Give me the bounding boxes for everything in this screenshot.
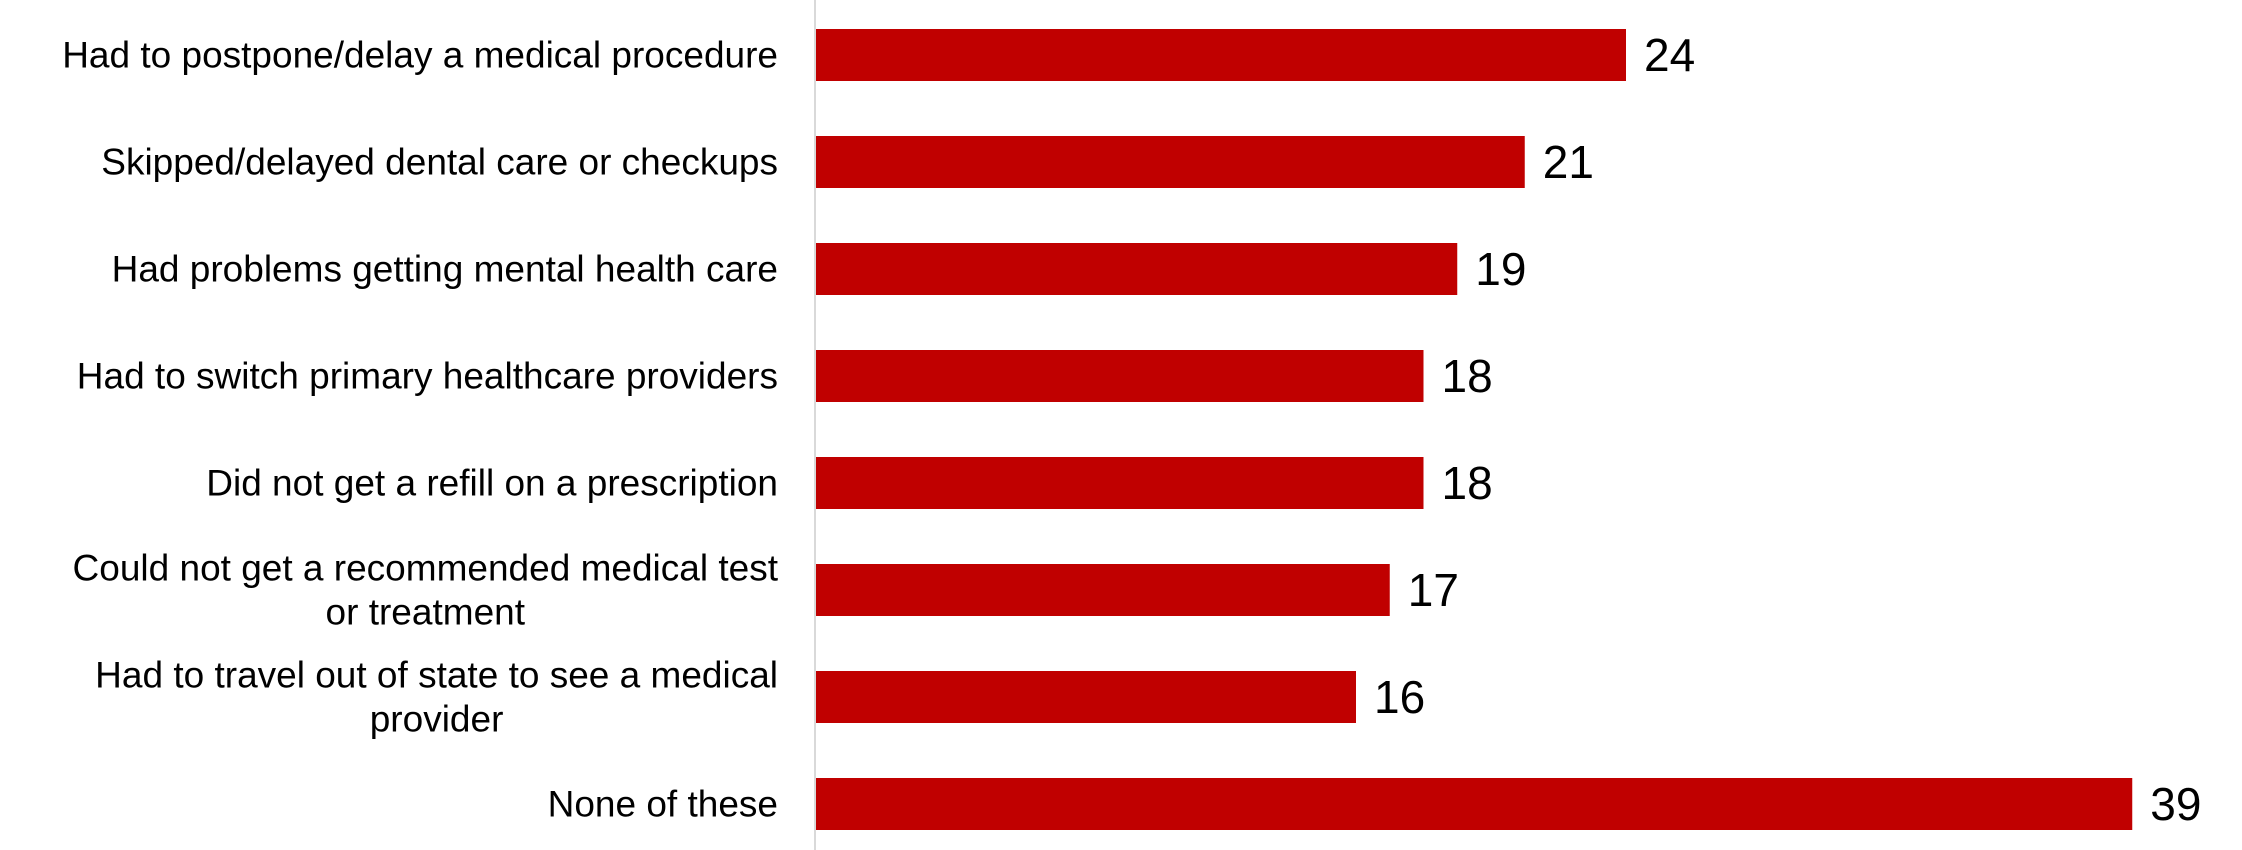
bar-3 — [816, 243, 1458, 295]
data-label-8: 39 — [2150, 778, 2201, 830]
bar-8 — [816, 778, 2133, 830]
data-label-7: 16 — [1374, 671, 1425, 723]
category-label-6: Could not get a recommended medical test… — [73, 548, 779, 633]
data-label-3: 19 — [1475, 243, 1526, 295]
data-label-2: 21 — [1543, 136, 1594, 188]
category-label-2: Skipped/delayed dental care or checkups — [101, 142, 778, 183]
category-labels-group: Had to postpone/delay a medical procedur… — [62, 35, 779, 825]
category-label-line: provider — [370, 699, 504, 740]
category-label-4: Had to switch primary healthcare provide… — [77, 356, 778, 397]
category-label-1: Had to postpone/delay a medical procedur… — [62, 35, 778, 76]
bar-6 — [816, 564, 1390, 616]
category-label-line: Did not get a refill on a prescription — [206, 463, 778, 504]
category-label-line: Had problems getting mental health care — [112, 249, 778, 290]
data-label-1: 24 — [1644, 29, 1695, 81]
category-label-3: Had problems getting mental health care — [112, 249, 778, 290]
category-label-line: Had to postpone/delay a medical procedur… — [62, 35, 778, 76]
bar-5 — [816, 457, 1424, 509]
data-label-5: 18 — [1442, 457, 1493, 509]
category-label-line: Had to switch primary healthcare provide… — [77, 356, 778, 397]
data-label-4: 18 — [1442, 350, 1493, 402]
bar-7 — [816, 671, 1356, 723]
bars-group — [816, 29, 2133, 830]
bar-1 — [816, 29, 1626, 81]
category-label-line: or treatment — [326, 592, 526, 633]
category-label-line: None of these — [548, 784, 778, 825]
category-label-line: Had to travel out of state to see a medi… — [95, 655, 778, 696]
category-label-5: Did not get a refill on a prescription — [206, 463, 778, 504]
data-labels-group: 24 21 19 18 18 17 16 39 — [1374, 29, 2201, 830]
category-label-line: Could not get a recommended medical test — [73, 548, 779, 589]
category-label-8: None of these — [548, 784, 778, 825]
bar-2 — [816, 136, 1525, 188]
bar-4 — [816, 350, 1424, 402]
data-label-6: 17 — [1408, 564, 1459, 616]
category-label-7: Had to travel out of state to see a medi… — [95, 655, 778, 740]
category-label-line: Skipped/delayed dental care or checkups — [101, 142, 778, 183]
